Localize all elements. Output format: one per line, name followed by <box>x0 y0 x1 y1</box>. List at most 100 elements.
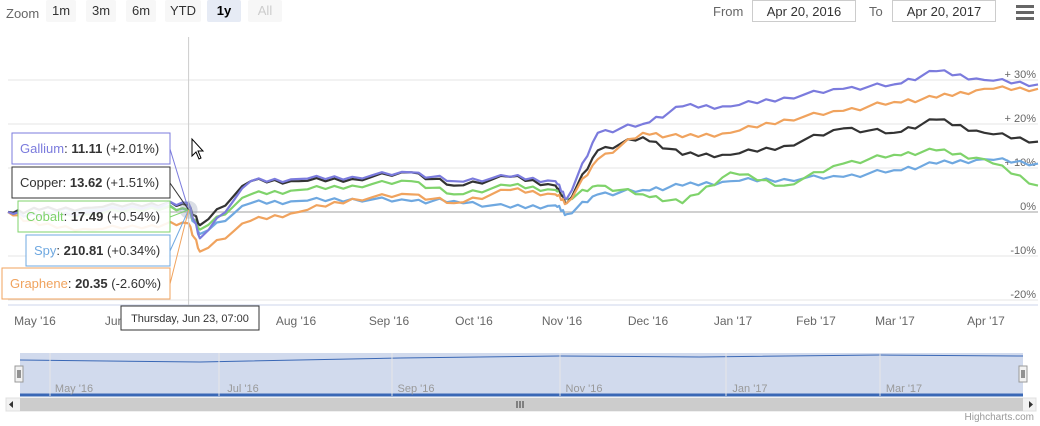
tooltip-entry-gallium: Gallium: 11.11 (+2.01%) <box>11 132 190 210</box>
scroll-left-arrow-icon <box>9 401 13 408</box>
hamburger-menu-icon[interactable] <box>1014 2 1036 22</box>
tooltip-series-name: Copper <box>20 175 63 190</box>
series-line-graphene <box>7 85 1039 253</box>
tooltip-entry-spy: Spy: 210.81 (+0.34%) <box>25 209 190 267</box>
x-tick-label: Feb '17 <box>796 314 836 328</box>
tooltip-text: Spy: 210.81 (+0.34%) <box>34 243 160 258</box>
y-tick-label: + 30% <box>1005 69 1037 81</box>
to-date-input[interactable]: Apr 20, 2017 <box>892 0 996 22</box>
tooltip-change: (+2.01%) <box>106 141 159 156</box>
tooltip-value: 11.11 <box>71 141 102 156</box>
tooltip-change: (+0.54%) <box>107 209 160 224</box>
navigator-label: Mar '17 <box>886 383 922 395</box>
x-tick-label: Jan '17 <box>714 314 753 328</box>
navigator-right-handle[interactable] <box>1018 365 1028 383</box>
handle-body <box>14 365 24 383</box>
to-label: To <box>869 4 883 19</box>
navigator-left-handle[interactable] <box>14 365 24 383</box>
y-tick-label: 0% <box>1020 201 1036 213</box>
zoom-button-1m[interactable]: 1m <box>46 0 76 22</box>
tooltip-change: (+1.51%) <box>106 175 159 190</box>
tooltip-pointer <box>169 148 190 210</box>
tooltip-value: 210.81 <box>64 243 104 258</box>
y-tick-label: -20% <box>1010 289 1036 301</box>
x-tick-label: Jun '16 <box>105 314 144 328</box>
tooltip-value: 17.49 <box>71 209 104 224</box>
zoom-button-6m[interactable]: 6m <box>126 0 156 22</box>
tooltip-entry-cobalt: Cobalt: 17.49 (+0.54%) <box>17 200 189 233</box>
tooltip-pointer <box>169 182 190 211</box>
tooltip-colon: : <box>56 243 63 258</box>
hover-marker <box>179 200 198 219</box>
navigator-label: Jul '16 <box>227 383 258 395</box>
crosshair-date-box <box>120 305 260 331</box>
scrollbar-track <box>5 397 1037 412</box>
series-line-spy <box>7 157 1039 236</box>
series-line-gallium <box>7 69 1039 240</box>
tooltip-change: (-2.60%) <box>111 276 161 291</box>
scroll-right-arrow-icon <box>1029 401 1033 408</box>
x-tick-label: Aug '16 <box>276 314 317 328</box>
tooltip-space <box>108 276 112 291</box>
from-label: From <box>713 4 744 19</box>
tooltip-text: Copper: 13.62 (+1.51%) <box>20 175 159 190</box>
navigator-mask <box>20 353 1023 396</box>
tooltip-space <box>102 141 106 156</box>
tooltip-colon: : <box>64 209 71 224</box>
tooltip-colon: : <box>64 141 71 156</box>
zoom-button-all: All <box>248 0 282 22</box>
zoom-label: Zoom <box>6 6 40 21</box>
tooltip-box <box>1 267 171 300</box>
mouse-cursor-icon <box>191 137 205 160</box>
zoom-button-1y[interactable]: 1y <box>207 0 241 22</box>
tooltip-space <box>103 209 107 224</box>
tooltip-entry-graphene: Graphene: 20.35 (-2.60%) <box>1 209 190 300</box>
from-date-input[interactable]: Apr 20, 2016 <box>752 0 856 22</box>
navigator-label: Nov '16 <box>566 383 603 395</box>
tooltip-entry-copper: Copper: 13.62 (+1.51%) <box>11 166 190 211</box>
tooltip-colon: : <box>68 276 75 291</box>
tooltip-box <box>11 166 171 199</box>
tooltip-series-name: Cobalt <box>26 209 64 224</box>
tooltip-pointer <box>169 209 190 285</box>
y-tick-label: -10% <box>1010 245 1036 257</box>
tooltip-series-name: Spy <box>34 243 57 258</box>
x-tick-label: Sep '16 <box>369 314 410 328</box>
tooltip-text: Graphene: 20.35 (-2.60%) <box>10 276 161 291</box>
tooltip-series-name: Gallium <box>20 141 64 156</box>
scrollbar[interactable] <box>5 397 1037 412</box>
tooltip-box <box>11 132 171 165</box>
handle-body <box>1018 365 1028 383</box>
y-tick-label: + 10% <box>1005 157 1037 169</box>
tooltip-space <box>102 175 106 190</box>
x-tick-label: Apr '17 <box>967 314 1005 328</box>
zoom-button-ytd[interactable]: YTD <box>165 0 201 22</box>
navigator-label: Sep '16 <box>398 383 435 395</box>
navigator-label: Jan '17 <box>732 383 767 395</box>
tooltip-series-name: Graphene <box>10 276 68 291</box>
tooltip-change: (+0.34%) <box>107 243 160 258</box>
x-tick-label: Mar '17 <box>875 314 915 328</box>
navigator-series <box>19 354 1024 363</box>
x-tick-label: Nov '16 <box>542 314 583 328</box>
series-line-copper <box>7 118 1039 227</box>
tooltip-box <box>25 234 171 267</box>
crosshair-date-label: Thursday, Jun 23, 07:00 <box>131 313 249 325</box>
scrollbar-thumb <box>20 398 1023 411</box>
y-tick-label: + 20% <box>1005 113 1037 125</box>
credits-link[interactable]: Highcharts.com <box>964 412 1034 423</box>
navigator-label: May '16 <box>55 383 93 395</box>
tooltip-text: Gallium: 11.11 (+2.01%) <box>20 141 159 156</box>
tooltip-pointer <box>169 209 189 218</box>
navigator-background <box>6 353 1036 396</box>
tooltip-value: 13.62 <box>70 175 103 190</box>
tooltip-colon: : <box>63 175 70 190</box>
zoom-button-3m[interactable]: 3m <box>86 0 116 22</box>
series-line-cobalt <box>7 147 1039 231</box>
tooltip-box <box>17 200 171 233</box>
tooltip-pointer <box>169 209 190 252</box>
x-tick-label: Dec '16 <box>628 314 669 328</box>
x-tick-label: Oct '16 <box>455 314 493 328</box>
